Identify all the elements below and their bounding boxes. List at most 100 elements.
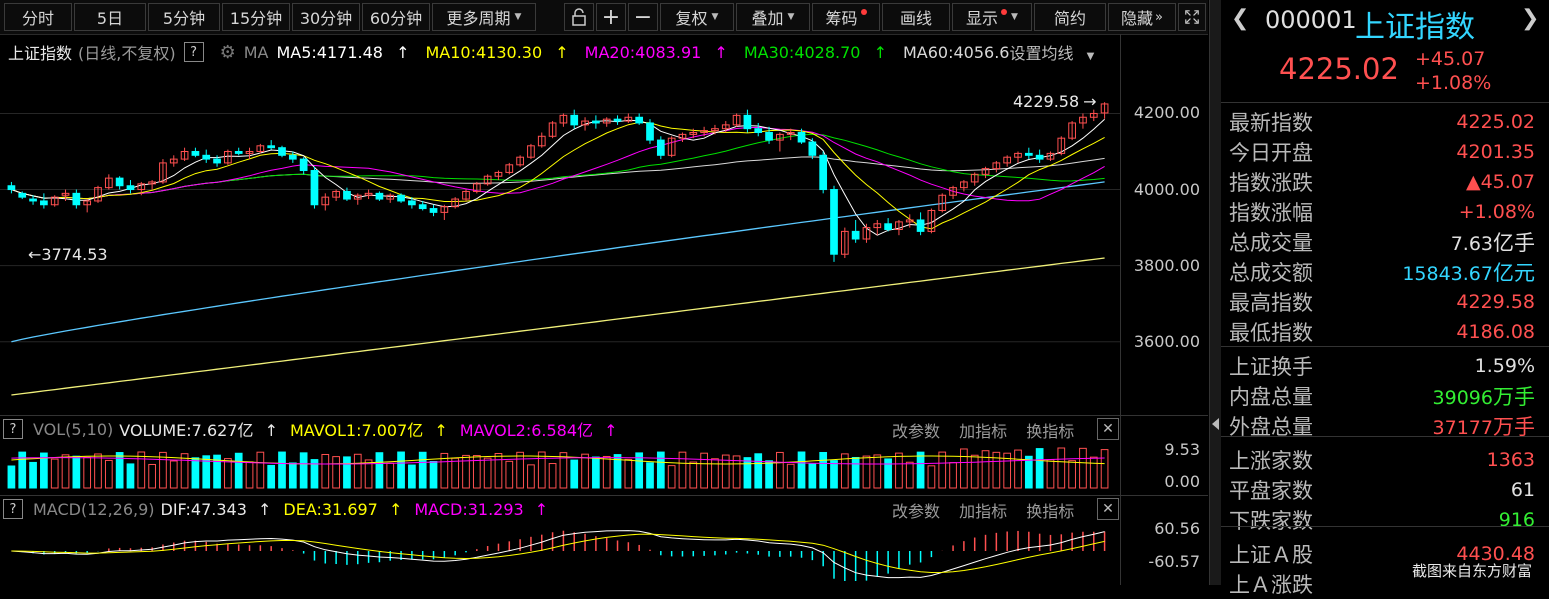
period-tab-5day[interactable]: 5日 — [74, 3, 146, 31]
change-params-button[interactable]: 改参数 — [892, 502, 941, 521]
hide-button[interactable]: 隐藏» — [1108, 3, 1176, 31]
quote-value: 37177万手 — [1432, 415, 1535, 439]
switch-indicator-button[interactable]: 换指标 — [1026, 422, 1075, 441]
volume-bar — [61, 454, 70, 489]
volume-bar — [537, 451, 546, 489]
volume-bar — [732, 455, 741, 489]
volume-bar — [905, 461, 914, 489]
add-indicator-button[interactable]: 加指标 — [959, 502, 1008, 521]
candle-body — [115, 177, 124, 187]
period-tab-60min[interactable]: 60分钟 — [362, 3, 430, 31]
candle-body — [624, 116, 633, 122]
volume-bar — [992, 451, 1001, 489]
volume-bar — [126, 463, 135, 489]
candle-body — [808, 141, 817, 156]
quote-label: 指数涨幅 — [1229, 201, 1313, 225]
chart-toolbar: 分时 5日 5分钟 15分钟 30分钟 60分钟 更多周期 ▼ + − 复权 ▼ 叠… — [0, 0, 1208, 35]
price-tick-label: 4000.00 — [1133, 179, 1200, 199]
candle-body — [581, 120, 589, 126]
vol-axis-min: 0.00 — [1164, 472, 1200, 491]
candle-body — [104, 177, 113, 189]
price-change: +45.07 — [1415, 48, 1486, 70]
quote-label: 上涨家数 — [1229, 449, 1313, 473]
overlay-label: 叠加 — [751, 9, 784, 28]
fullscreen-button[interactable] — [1178, 3, 1206, 31]
quote-value: 39096万手 — [1432, 385, 1535, 409]
help-icon[interactable]: ? — [3, 499, 23, 519]
dif-line — [11, 530, 1105, 579]
volume-bar — [516, 451, 524, 489]
macd-axis-max: 60.56 — [1154, 519, 1200, 538]
simple-mode-button[interactable]: 简约 — [1034, 3, 1106, 31]
candle-body — [451, 198, 460, 208]
volume-bar — [472, 455, 481, 489]
period-tab-15min[interactable]: 15分钟 — [222, 3, 290, 31]
candle-body — [754, 128, 763, 133]
volume-bar — [1057, 447, 1066, 489]
quote-row: 内盘总量 39096万手 — [1229, 381, 1535, 411]
display-dropdown[interactable]: 显示 ▼ — [952, 3, 1032, 31]
volume-bar — [1024, 455, 1033, 489]
candle-body — [1046, 152, 1055, 160]
quote-label: 平盘家数 — [1229, 479, 1313, 503]
add-indicator-button[interactable]: 加指标 — [959, 422, 1008, 441]
period-tab-timeshare[interactable]: 分时 — [4, 3, 72, 31]
help-icon[interactable]: ? — [3, 419, 23, 439]
change-params-button[interactable]: 改参数 — [892, 422, 941, 441]
double-chevron-right-icon: » — [1155, 9, 1163, 25]
candle-body — [29, 198, 37, 202]
candle-body — [678, 133, 687, 139]
candle-body — [981, 168, 990, 175]
volume-bar — [29, 461, 37, 489]
candle-body — [332, 190, 340, 198]
volume-bar — [267, 464, 276, 489]
notification-dot — [860, 9, 867, 15]
ma30-value: MA30:4028.70 ↑ — [743, 42, 887, 62]
prev-stock-button[interactable]: ❮ — [1231, 6, 1250, 31]
volume-bar — [332, 456, 340, 489]
candle-body — [224, 151, 232, 164]
candle-body — [700, 130, 708, 133]
zoom-out-button[interactable]: − — [628, 3, 658, 31]
next-stock-button[interactable]: ❯ — [1521, 6, 1540, 31]
overlay-dropdown[interactable]: 叠加 ▼ — [736, 3, 810, 31]
macd-axis-min: -60.57 — [1148, 552, 1200, 571]
candle-body — [862, 227, 871, 240]
vol-axis-max: 9.53 — [1164, 440, 1200, 459]
help-icon[interactable]: ? — [183, 42, 204, 62]
volume-bar — [483, 457, 492, 489]
candle-body — [516, 156, 524, 166]
switch-indicator-button[interactable]: 换指标 — [1026, 502, 1075, 521]
candle-body — [408, 200, 416, 206]
close-icon[interactable]: ✕ — [1097, 498, 1119, 520]
candle-body — [397, 194, 405, 202]
volume-bar — [451, 457, 460, 489]
quote-value: 1.59% — [1474, 355, 1535, 377]
volume-bar — [570, 459, 579, 489]
draw-line-button[interactable]: 画线 — [882, 3, 950, 31]
quote-row: 最新指数 4225.02 — [1229, 107, 1535, 137]
settings-gear-icon[interactable]: ⚙ — [219, 41, 236, 63]
candlestick-chart[interactable] — [0, 64, 1208, 414]
candle-body — [905, 219, 914, 223]
candle-body — [916, 219, 925, 232]
ma-settings-dropdown[interactable]: 设置均线 ▼ — [1009, 44, 1095, 63]
lock-button[interactable] — [564, 3, 594, 31]
zoom-in-button[interactable]: + — [596, 3, 626, 31]
candle-body — [711, 128, 719, 132]
restore-rights-dropdown[interactable]: 复权 ▼ — [660, 3, 734, 31]
ma30-line — [11, 133, 1105, 200]
volume-bar — [678, 451, 687, 489]
hide-label: 隐藏 — [1121, 9, 1154, 28]
candle-body — [949, 187, 957, 196]
candle-body — [494, 171, 503, 177]
volume-bar — [375, 452, 384, 489]
period-tab-5min[interactable]: 5分钟 — [148, 3, 220, 31]
candle-body — [1079, 116, 1087, 124]
period-tab-30min[interactable]: 30分钟 — [292, 3, 360, 31]
more-periods-dropdown[interactable]: 更多周期 ▼ — [432, 3, 536, 31]
chip-button[interactable]: 筹码 — [812, 3, 880, 31]
close-icon[interactable]: ✕ — [1097, 418, 1119, 440]
volume-bar — [50, 458, 59, 489]
zoom-out-icon: − — [633, 4, 653, 30]
